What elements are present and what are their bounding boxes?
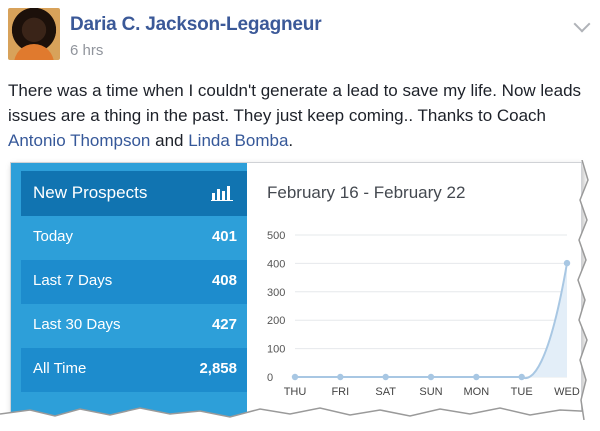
post-header: Daria C. Jackson-Legagneur 6 hrs [8,8,592,64]
chart-area: February 16 - February 22 0 100 200 300 400 5… [247,163,581,417]
panel-title: New Prospects [33,183,148,202]
data-point [337,373,344,381]
chevron-down-icon[interactable] [573,15,591,33]
post-timestamp[interactable]: 6 hrs [70,42,104,59]
data-point [563,259,571,267]
prospects-panel: New Prospects Today 401 Last 7 Days 408 … [11,163,247,417]
stat-label: Last 30 Days [33,316,121,333]
x-tick-label: THU [284,386,307,398]
y-tick-label: 200 [267,315,285,327]
data-point [291,373,299,381]
stat-row-last-30-days: Last 30 Days 427 [21,304,247,348]
x-tick-label: FRI [331,386,349,398]
post-text: There was a time when I couldn't generat… [8,78,593,153]
post-text-part: and [150,131,189,150]
x-tick-label: MON [463,386,489,398]
panel-header: New Prospects [21,171,247,216]
mention-link[interactable]: Linda Bomba [188,131,289,150]
x-tick-label: WED [554,386,580,398]
x-tick-label: TUE [511,386,533,398]
stat-value: 427 [211,316,237,333]
data-point [382,373,389,381]
series-line [295,262,568,380]
chart-title: February 16 - February 22 [267,183,466,202]
stat-label: All Time [33,360,87,377]
data-point [518,373,525,381]
stat-row-last-7-days: Last 7 Days 408 [21,260,247,304]
x-tick-label: SUN [419,386,442,398]
y-tick-label: 0 [267,372,273,384]
line-chart: 0 100 200 300 400 500 THU FRI SAT SUN MON TUE WED [267,230,580,398]
area-fill [295,263,567,379]
y-tick-label: 300 [267,287,285,299]
data-point [473,373,480,381]
y-tick-label: 400 [267,258,285,270]
y-tick-label: 500 [267,230,285,242]
bar-chart-icon [211,186,233,201]
author-name[interactable]: Daria C. Jackson-Legagneur [70,14,322,35]
x-tick-label: SAT [375,386,396,398]
data-point [427,373,435,381]
stat-value: 401 [211,228,237,245]
avatar[interactable] [8,8,60,60]
y-tick-label: 100 [267,344,285,356]
attached-screenshot[interactable]: New Prospects Today 401 Last 7 Days 408 … [10,162,582,418]
stat-row-today: Today 401 [21,216,247,260]
stat-value: 2,858 [199,360,237,377]
post-text-part: There was a time when I couldn't generat… [8,81,582,125]
stat-label: Today [33,228,74,245]
mention-link[interactable]: Antonio Thompson [8,131,151,150]
stat-value: 408 [211,272,237,289]
stat-label: Last 7 Days [33,272,113,289]
stat-row-all-time: All Time 2,858 [21,348,247,392]
post-text-part: . [288,131,294,150]
